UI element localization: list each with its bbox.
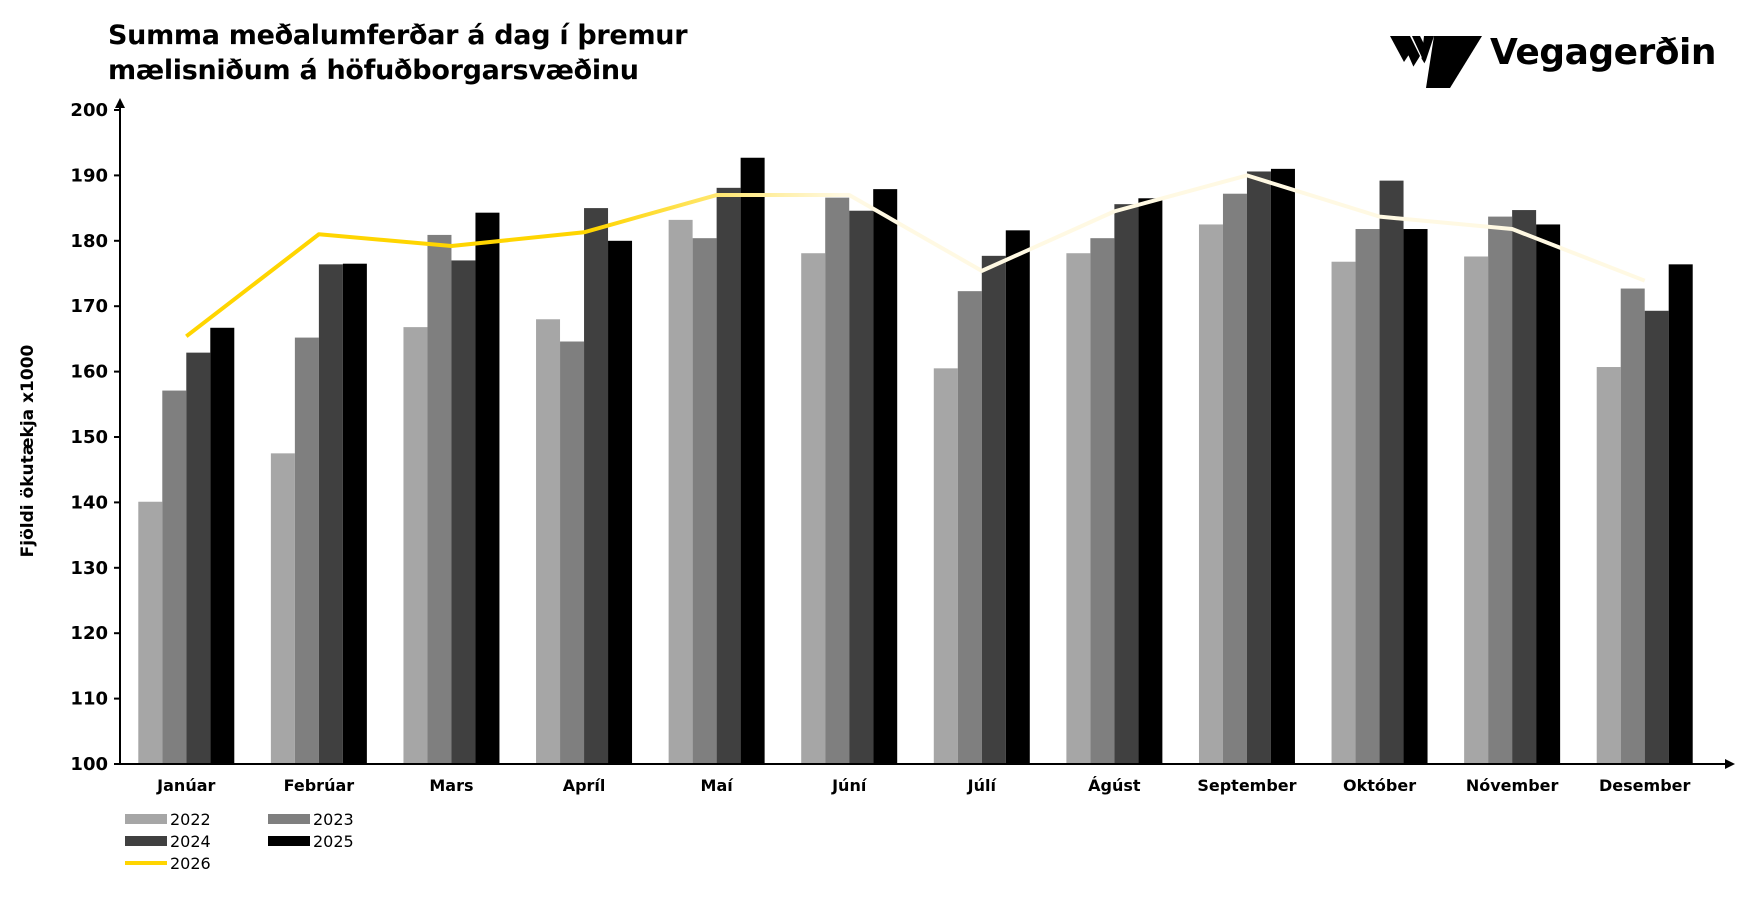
y-tick-label-120: 120 <box>70 623 108 644</box>
legend-label-2024: 2024 <box>170 832 211 851</box>
y-tick-label-140: 140 <box>70 492 108 513</box>
bar-2025-12 <box>1668 264 1693 764</box>
bar-2025-4 <box>608 240 633 765</box>
x-tick-label-4: Apríl <box>563 776 606 795</box>
x-tick-label-1: Janúar <box>156 776 215 795</box>
y-tick-label-110: 110 <box>70 689 108 710</box>
legend-label-2022: 2022 <box>170 810 211 829</box>
bar-2025-6 <box>873 189 898 764</box>
bar-2024-10 <box>1379 180 1404 764</box>
bar-2025-5 <box>740 157 765 764</box>
bar-2022-7 <box>933 368 958 764</box>
y-tick-label-150: 150 <box>70 427 108 448</box>
x-tick-label-2: Febrúar <box>284 776 355 795</box>
y-tick-label-190: 190 <box>70 165 108 186</box>
legend-label-2026: 2026 <box>170 854 211 873</box>
bar-2023-8 <box>1090 238 1115 764</box>
legend-swatch-2025 <box>268 836 310 846</box>
y-tick-label-130: 130 <box>70 558 108 579</box>
y-tick-label-160: 160 <box>70 362 108 383</box>
bar-2025-1 <box>210 327 235 764</box>
legend-swatch-2022 <box>125 814 167 824</box>
legend-swatch-2023 <box>268 814 310 824</box>
bar-2023-3 <box>427 234 452 764</box>
bar-2025-7 <box>1005 230 1030 764</box>
bar-2022-1 <box>138 501 163 764</box>
y-axis-arrow-icon <box>115 98 125 108</box>
bar-2025-2 <box>342 263 367 764</box>
bar-2022-12 <box>1596 367 1621 764</box>
x-tick-label-6: Júní <box>831 776 868 795</box>
bar-2024-11 <box>1512 210 1537 764</box>
bar-2022-6 <box>801 253 826 764</box>
legend-swatch-2024 <box>125 836 167 846</box>
y-tick-label-170: 170 <box>70 296 108 317</box>
chart-title-line-1: Summa meðalumferðar á dag í þremur <box>108 20 688 51</box>
bar-2024-7 <box>981 255 1006 765</box>
bar-2024-9 <box>1246 171 1271 764</box>
bar-2022-10 <box>1331 261 1356 764</box>
bar-2024-3 <box>451 260 476 764</box>
bar-2022-9 <box>1198 224 1223 764</box>
bar-2022-4 <box>536 319 561 764</box>
legend-label-2023: 2023 <box>313 810 354 829</box>
bar-2024-8 <box>1114 204 1139 764</box>
x-tick-label-8: Ágúst <box>1088 776 1141 795</box>
y-tick-label-100: 100 <box>70 754 108 775</box>
x-tick-label-7: Júlí <box>967 776 998 795</box>
vegagerdin-logo: Vegagerðin <box>1390 24 1720 94</box>
x-tick-label-10: Október <box>1343 776 1416 795</box>
x-tick-label-11: Nóvember <box>1466 776 1559 795</box>
logo-mark-icon <box>1390 36 1482 88</box>
x-tick-label-9: September <box>1197 776 1296 795</box>
bar-2023-7 <box>957 291 982 764</box>
bar-2025-11 <box>1536 224 1561 764</box>
bar-2022-11 <box>1464 256 1489 764</box>
bar-2023-11 <box>1488 216 1513 765</box>
bar-2024-5 <box>716 187 741 765</box>
bar-2022-2 <box>270 453 295 764</box>
chart-title: Summa meðalumferðar á dag í þremur mælis… <box>108 18 748 88</box>
bar-2023-5 <box>692 238 717 764</box>
x-tick-label-5: Maí <box>701 776 735 795</box>
bar-2022-3 <box>403 327 428 764</box>
y-tick-label-180: 180 <box>70 231 108 252</box>
bar-2023-2 <box>294 337 319 764</box>
bar-2024-12 <box>1644 310 1669 764</box>
bar-2024-2 <box>318 264 343 764</box>
bar-2025-10 <box>1403 229 1428 764</box>
bar-2024-4 <box>584 208 609 765</box>
x-tick-label-3: Mars <box>429 776 473 795</box>
bar-2024-6 <box>849 210 874 764</box>
bar-2022-8 <box>1066 253 1091 764</box>
chart-title-line-2: mælisniðum á höfuðborgarsvæðinu <box>108 55 639 86</box>
bar-2023-6 <box>825 197 850 765</box>
x-axis-arrow-icon <box>1725 759 1735 769</box>
bar-2024-1 <box>186 352 211 764</box>
bar-2023-4 <box>560 341 585 764</box>
legend-label-2025: 2025 <box>313 832 354 851</box>
y-axis-title: Fjöldi ökutækja x1000 <box>18 344 38 557</box>
bar-2023-10 <box>1355 229 1380 764</box>
bar-2025-3 <box>475 212 500 765</box>
bar-2023-9 <box>1222 193 1247 764</box>
bar-2022-5 <box>668 219 693 764</box>
x-tick-label-12: Desember <box>1599 776 1690 795</box>
y-tick-label-200: 200 <box>70 100 108 121</box>
bar-2023-12 <box>1620 288 1645 764</box>
bar-2025-9 <box>1270 168 1295 765</box>
bar-2025-8 <box>1138 198 1163 765</box>
line-series-2026 <box>185 173 1646 338</box>
bar-2023-1 <box>162 390 187 764</box>
logo-text: Vegagerðin <box>1490 32 1717 73</box>
